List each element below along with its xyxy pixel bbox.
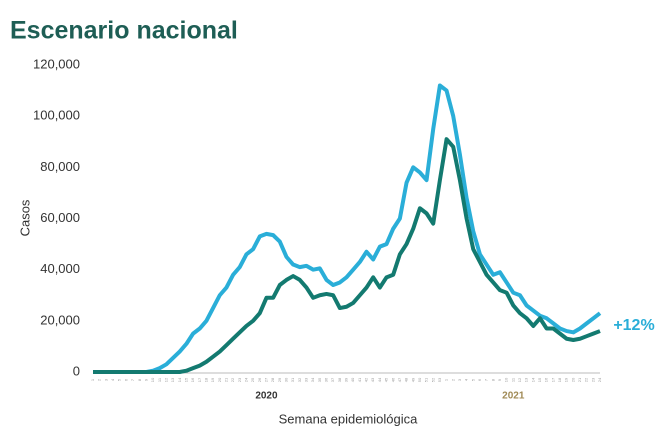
y-tick-label: 40,000 bbox=[40, 261, 80, 276]
x-tick-label: 33 bbox=[304, 377, 309, 382]
series-line bbox=[93, 83, 602, 374]
x-tick-label: 8 bbox=[137, 378, 142, 381]
x-tick-label: 30 bbox=[284, 377, 289, 382]
y-axis-label: Casos bbox=[17, 199, 32, 236]
x-tick-label: 16 bbox=[544, 377, 549, 382]
x-tick-label: 10 bbox=[504, 377, 509, 382]
x-tick-label: 24 bbox=[243, 377, 248, 382]
year-label: 2020 bbox=[255, 391, 278, 402]
x-tick-label: 19 bbox=[564, 377, 569, 382]
x-tick-label: 21 bbox=[223, 377, 228, 382]
x-tick-label: 35 bbox=[317, 377, 322, 382]
x-tick-label: 21 bbox=[577, 377, 582, 382]
x-tick-label: 31 bbox=[290, 377, 295, 382]
x-tick-label: 13 bbox=[524, 377, 529, 382]
x-tick-label: 1 bbox=[90, 378, 95, 381]
x-tick-label: 9 bbox=[497, 378, 502, 381]
x-tick-label: 47 bbox=[397, 377, 402, 382]
x-tick-label: 16 bbox=[190, 377, 195, 382]
x-tick-label: 25 bbox=[250, 377, 255, 382]
x-tick-label: 6 bbox=[123, 378, 128, 381]
x-tick-label: 9 bbox=[143, 378, 148, 381]
x-tick-label: 34 bbox=[310, 377, 315, 382]
x-tick-label: 20 bbox=[217, 377, 222, 382]
x-tick-label: 6 bbox=[477, 378, 482, 381]
x-tick-label: 36 bbox=[324, 377, 329, 382]
x-tick-label: 44 bbox=[377, 377, 382, 382]
x-tick-label: 46 bbox=[390, 377, 395, 382]
x-tick-label: 24 bbox=[597, 377, 602, 382]
y-tick-label: 100,000 bbox=[33, 108, 80, 123]
y-tick-label: 0 bbox=[73, 363, 80, 378]
x-tick-label: 15 bbox=[183, 377, 188, 382]
x-tick-label: 7 bbox=[484, 378, 489, 381]
x-tick-label: 52 bbox=[430, 377, 435, 382]
x-tick-label: 27 bbox=[264, 377, 269, 382]
x-tick-label: 19 bbox=[210, 377, 215, 382]
x-tick-label: 22 bbox=[584, 377, 589, 382]
x-tick-label: 17 bbox=[197, 377, 202, 382]
x-tick-label: 23 bbox=[590, 377, 595, 382]
x-tick-label: 51 bbox=[424, 377, 429, 382]
x-tick-label: 2 bbox=[97, 378, 102, 381]
y-tick-label: 20,000 bbox=[40, 312, 80, 327]
x-tick-label: 13 bbox=[170, 377, 175, 382]
x-tick-label: 4 bbox=[464, 378, 469, 381]
y-tick-label: 120,000 bbox=[33, 56, 80, 71]
x-tick-label: 10 bbox=[150, 377, 155, 382]
x-tick-label: 29 bbox=[277, 377, 282, 382]
x-tick-label: 43 bbox=[370, 377, 375, 382]
chart-title: Escenario nacional bbox=[10, 17, 238, 45]
x-tick-label: 53 bbox=[437, 377, 442, 382]
x-tick-label: 42 bbox=[364, 377, 369, 382]
x-tick-label: 11 bbox=[510, 377, 515, 382]
x-tick-label: 49 bbox=[410, 377, 415, 382]
x-tick-label: 11 bbox=[157, 377, 162, 382]
x-tick-label: 3 bbox=[103, 378, 108, 381]
x-tick-label: 8 bbox=[490, 378, 495, 381]
x-tick-label: 17 bbox=[550, 377, 555, 382]
x-tick-label: 12 bbox=[517, 377, 522, 382]
x-tick-label: 48 bbox=[404, 377, 409, 382]
x-tick-label: 12 bbox=[163, 377, 168, 382]
x-tick-label: 7 bbox=[130, 378, 135, 381]
x-tick-label: 22 bbox=[230, 377, 235, 382]
x-tick-label: 18 bbox=[203, 377, 208, 382]
x-tick-label: 20 bbox=[570, 377, 575, 382]
x-tick-label: 45 bbox=[384, 377, 389, 382]
x-tick-label: 38 bbox=[337, 377, 342, 382]
x-tick-label: 37 bbox=[330, 377, 335, 382]
x-tick-label: 40 bbox=[350, 377, 355, 382]
x-tick-label: 5 bbox=[470, 378, 475, 381]
x-tick-label: 18 bbox=[557, 377, 562, 382]
x-tick-label: 39 bbox=[344, 377, 349, 382]
x-tick-label: 2 bbox=[450, 378, 455, 381]
x-tick-label: 32 bbox=[297, 377, 302, 382]
x-tick-label: 4 bbox=[110, 378, 115, 381]
x-tick-label: 23 bbox=[237, 377, 242, 382]
x-tick-label: 14 bbox=[530, 377, 535, 382]
series-line bbox=[93, 137, 601, 374]
x-tick-label: 14 bbox=[177, 377, 182, 382]
x-tick-label: 3 bbox=[457, 378, 462, 381]
y-tick-label: 80,000 bbox=[40, 159, 80, 174]
y-tick-label: 60,000 bbox=[40, 210, 80, 225]
x-tick-label: 26 bbox=[257, 377, 262, 382]
x-tick-label: 50 bbox=[417, 377, 422, 382]
x-tick-label: 28 bbox=[270, 377, 275, 382]
x-tick-label: 1 bbox=[444, 378, 449, 381]
x-axis-label: Semana epidemiológica bbox=[279, 411, 419, 426]
x-tick-label: 5 bbox=[117, 378, 122, 381]
year-label: 2021 bbox=[502, 391, 525, 402]
x-tick-label: 15 bbox=[537, 377, 542, 382]
x-tick-label: 41 bbox=[357, 377, 362, 382]
annotation: +12% bbox=[613, 317, 654, 334]
